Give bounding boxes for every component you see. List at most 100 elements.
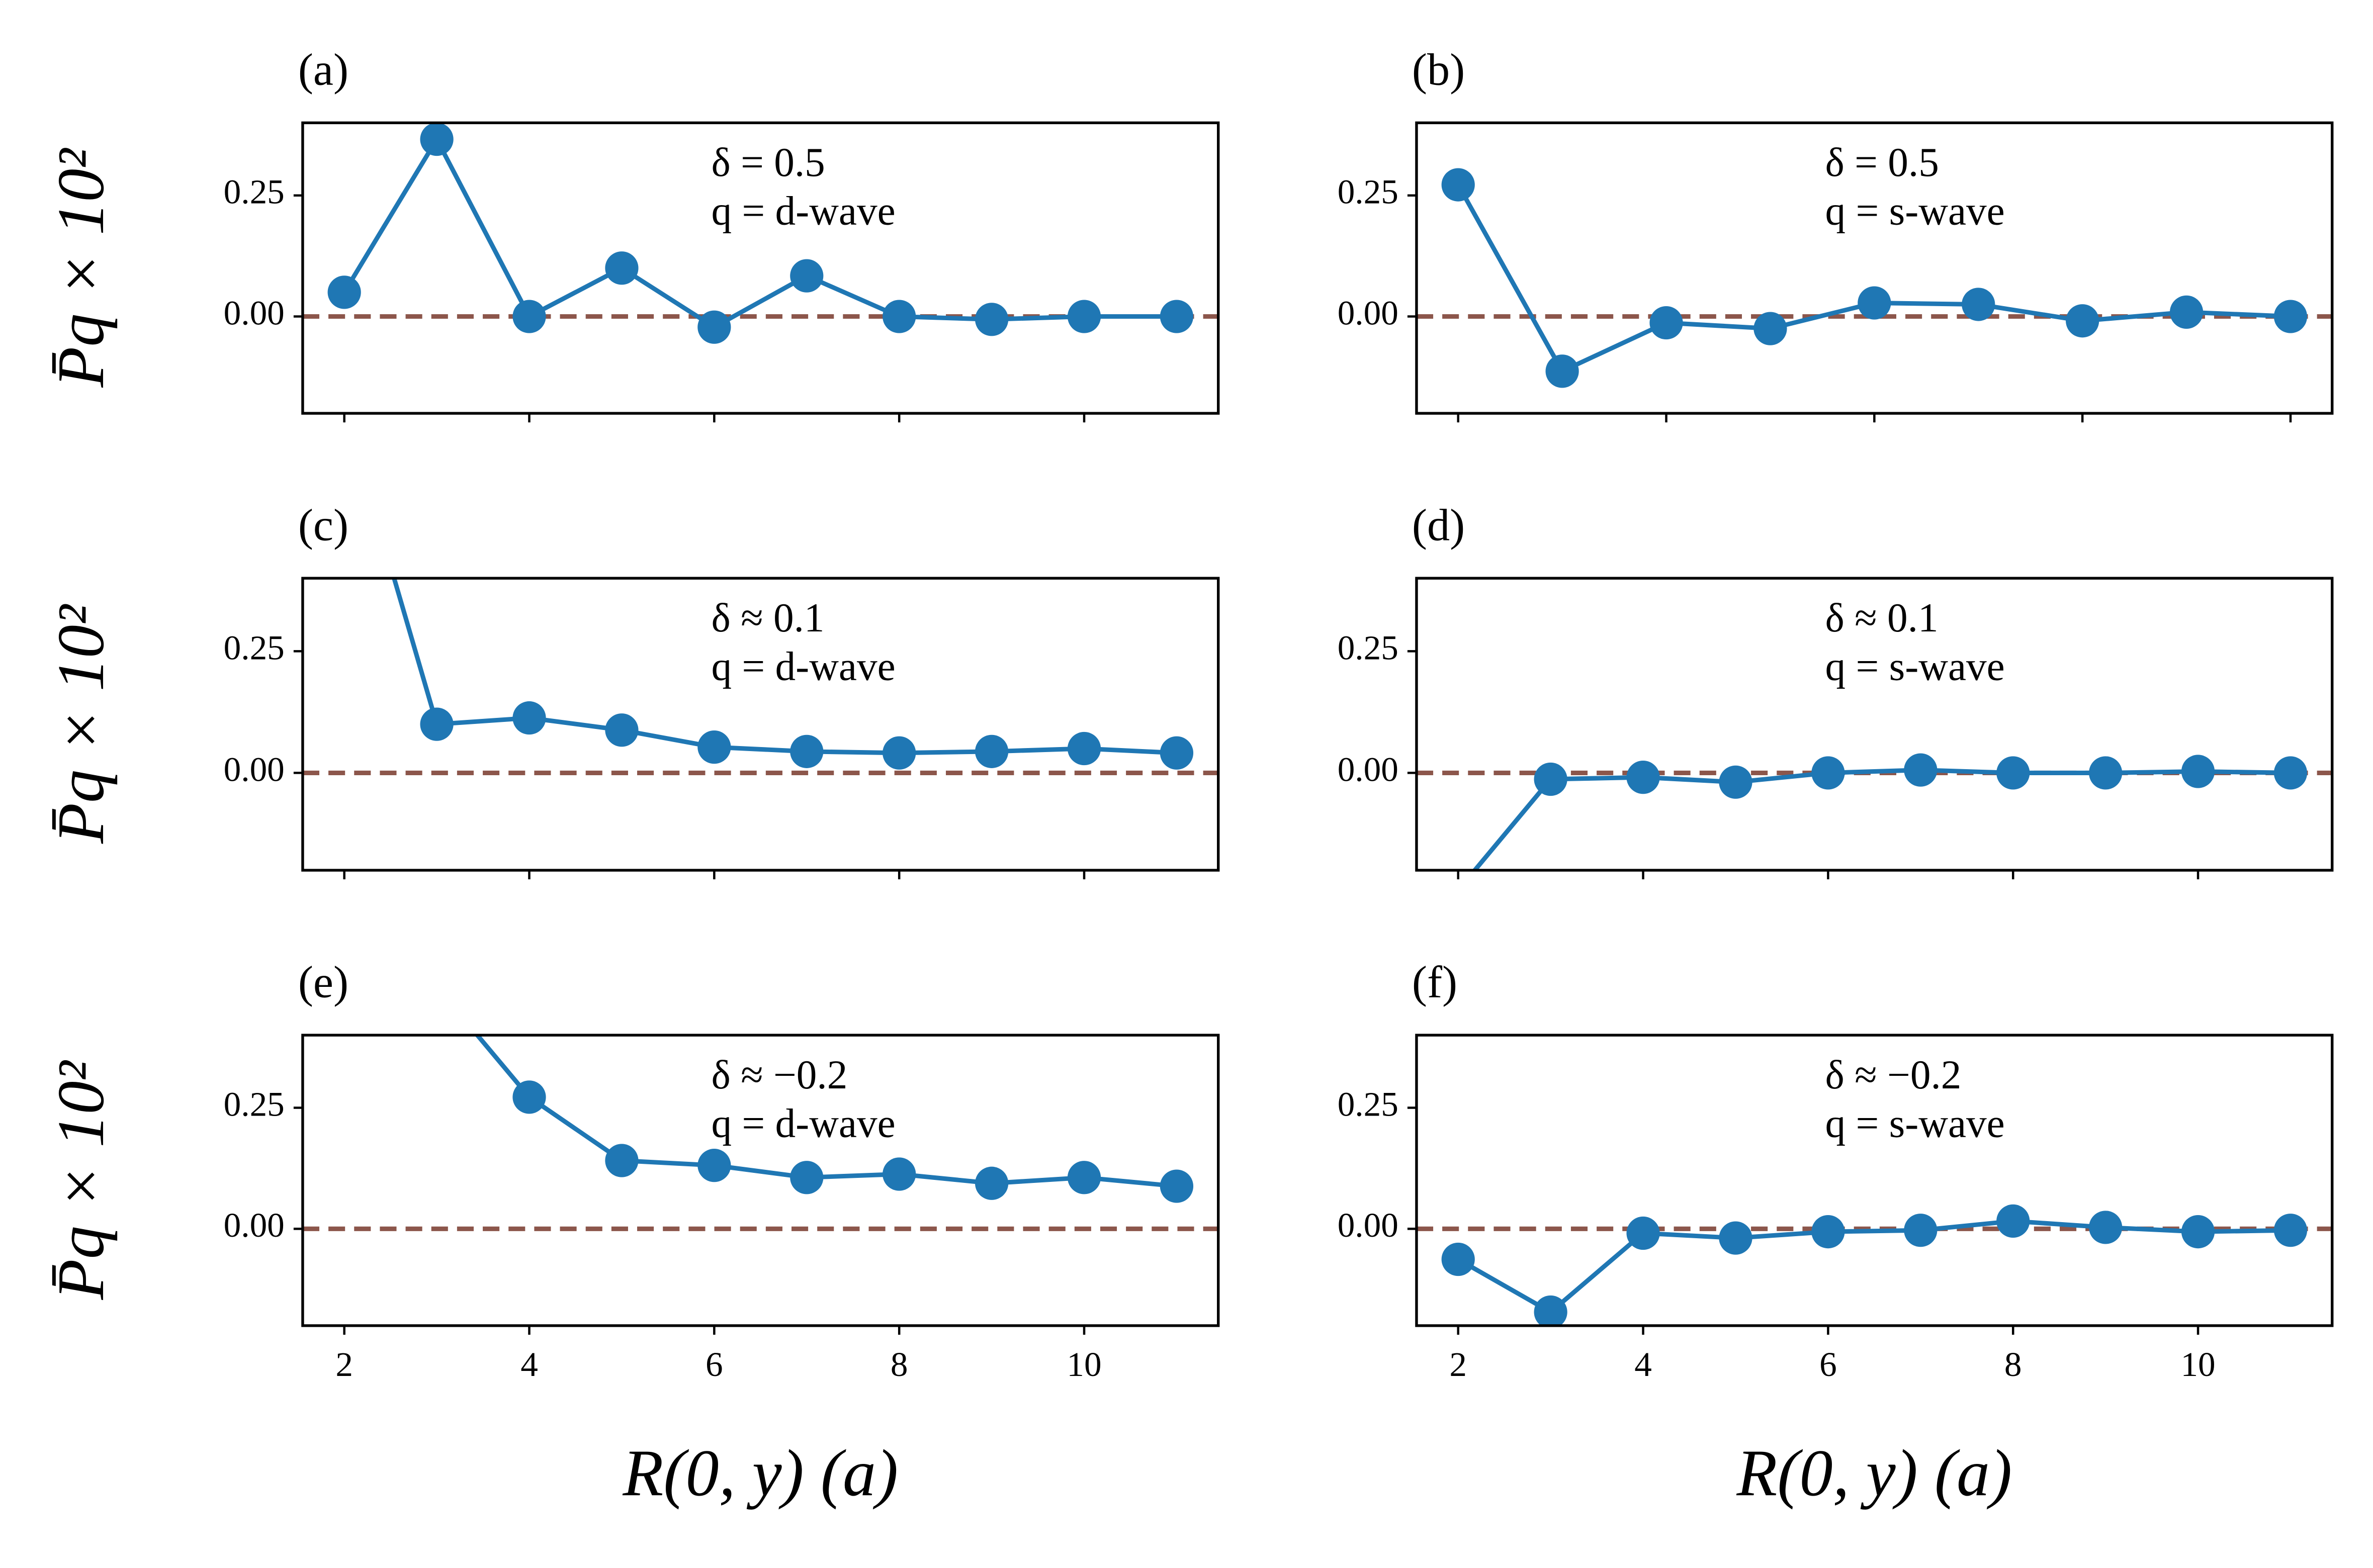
panel-label: (a) [298, 45, 348, 95]
panel-label: (f) [1412, 957, 1457, 1007]
data-point [605, 251, 639, 285]
y-tick-label: 0.00 [224, 293, 285, 332]
data-point [975, 734, 1009, 768]
data-point [975, 1166, 1009, 1200]
y-axis-label: P̄q × 10² [44, 148, 118, 388]
data-point [883, 1157, 916, 1191]
data-point [1649, 306, 1683, 340]
data-point [605, 1144, 639, 1177]
data-line [1471, 768, 2291, 871]
data-point [1719, 1221, 1752, 1255]
data-point [1858, 286, 1891, 320]
axes-frame [1415, 577, 2334, 872]
x-tick-label: 8 [891, 1345, 908, 1383]
panel: (a) δ = 0.5q = d-wave 0.00 0.25 P̄q × 10² [44, 45, 1220, 423]
plot-area [1471, 753, 2308, 871]
annotation: δ ≈ −0.2 [1825, 1052, 1962, 1097]
y-tick-label: 0.00 [224, 750, 285, 788]
panel-label: (d) [1412, 500, 1465, 550]
data-point [512, 300, 546, 333]
data-point [2273, 300, 2308, 333]
data-point [1534, 762, 1567, 796]
panel: (b) δ = 0.5q = s-wave 0.00 0.25 [1338, 45, 2334, 423]
data-point [420, 707, 454, 741]
x-tick-label: 10 [2180, 1345, 2215, 1383]
panel: (c) δ ≈ 0.1q = d-wave 0.00 0.25 P̄q × 10² [44, 500, 1220, 880]
y-tick-label: 0.25 [1338, 1084, 1398, 1123]
annotation: q = d-wave [711, 189, 895, 234]
annotation: δ = 0.5 [1825, 140, 1939, 185]
annotation: q = d-wave [711, 643, 895, 689]
data-point [1067, 731, 1101, 766]
data-point [2273, 756, 2308, 790]
plot-area [474, 1035, 1194, 1203]
annotation: δ = 0.5 [711, 140, 825, 185]
data-point [1626, 1216, 1660, 1250]
x-tick-label: 8 [2004, 1345, 2022, 1383]
plot-area [392, 578, 1194, 770]
data-point [1904, 753, 1938, 787]
data-point [2066, 304, 2099, 338]
data-point [420, 123, 454, 156]
annotation: q = d-wave [711, 1100, 895, 1146]
data-point [1160, 736, 1194, 770]
y-tick-label: 0.25 [224, 628, 285, 667]
annotation: q = s-wave [1825, 1100, 2005, 1146]
plot-area [327, 123, 1194, 344]
data-point [883, 736, 916, 770]
x-tick-label: 2 [1449, 1345, 1467, 1383]
data-line [474, 1035, 1177, 1189]
axes-frame [1415, 1034, 2334, 1327]
panel: (d) δ ≈ 0.1q = s-wave 0.00 0.25 [1338, 500, 2334, 880]
data-point [1996, 1204, 2030, 1238]
data-point [975, 303, 1009, 336]
annotation: q = s-wave [1825, 643, 2005, 689]
data-point [1811, 1215, 1845, 1249]
annotation: δ ≈ 0.1 [711, 595, 824, 640]
axes-frame [1415, 121, 2334, 415]
data-point [1160, 1169, 1194, 1203]
y-tick-label: 0.25 [1338, 172, 1398, 211]
panel: (f) δ ≈ −0.2q = s-wave 0.00 0.25 2 4 6 8 10 R(0, … [1338, 957, 2334, 1510]
data-line [342, 134, 1177, 330]
data-point [790, 259, 824, 293]
data-point [2169, 295, 2204, 329]
y-tick-label: 0.25 [224, 1084, 285, 1123]
y-tick-label: 0.00 [1338, 1206, 1398, 1244]
x-axis-label: R(0, y) (a) [1736, 1436, 2012, 1510]
data-point [1904, 1214, 1938, 1247]
axes-frame [301, 577, 1220, 872]
data-point [1441, 168, 1475, 202]
y-tick-label: 0.00 [1338, 293, 1398, 332]
panel-label: (b) [1412, 45, 1465, 95]
axes-frame [301, 1034, 1220, 1327]
x-tick-label: 10 [1067, 1345, 1101, 1383]
annotation: δ ≈ 0.1 [1825, 595, 1939, 640]
data-point [2089, 756, 2123, 790]
data-point [327, 275, 361, 309]
x-tick-label: 4 [1634, 1345, 1652, 1383]
data-point [697, 1149, 731, 1182]
x-tick-label: 2 [335, 1345, 353, 1383]
x-tick-label: 6 [706, 1345, 723, 1383]
data-point [1441, 1242, 1475, 1276]
data-point [790, 1161, 824, 1194]
data-point [790, 734, 824, 768]
annotation: q = s-wave [1825, 189, 2005, 234]
data-point [1962, 288, 1995, 321]
data-point [1719, 765, 1752, 799]
data-point [1067, 300, 1101, 333]
panel: (e) δ ≈ −0.2q = d-wave 0.00 0.25 2 4 6 8 10 P̄q ×… [44, 957, 1220, 1510]
x-tick-label: 4 [520, 1345, 538, 1383]
data-point [1626, 761, 1660, 794]
data-point [512, 1080, 546, 1114]
data-point [512, 701, 546, 735]
data-point [1160, 300, 1194, 333]
x-axis-label: R(0, y) (a) [622, 1436, 898, 1510]
data-point [1545, 354, 1579, 388]
data-point [883, 300, 916, 333]
data-point [1811, 756, 1845, 790]
data-point [1753, 312, 1787, 345]
